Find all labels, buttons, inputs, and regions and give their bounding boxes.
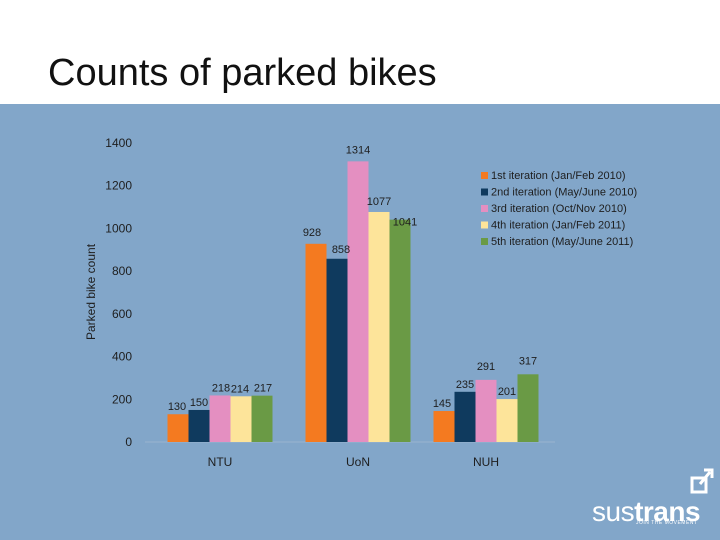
y-tick-label: 400 xyxy=(112,350,132,364)
legend-swatch xyxy=(481,188,488,196)
bar xyxy=(475,379,497,442)
bar xyxy=(326,258,348,442)
data-label: 1041 xyxy=(393,217,417,229)
arrow-box-icon xyxy=(690,468,714,494)
y-tick-label: 1400 xyxy=(105,136,132,150)
logo-tagline: JOIN THE MOVEMENT xyxy=(636,520,698,526)
x-axis-ticks: NTU UoN NUH xyxy=(208,455,499,469)
data-label: 214 xyxy=(231,383,249,395)
data-label: 130 xyxy=(168,401,186,413)
legend-entry: 2nd iteration (May/June 2010) xyxy=(491,187,637,199)
logo-text-trans: trans xyxy=(634,496,701,527)
bar xyxy=(433,411,455,442)
data-label: 217 xyxy=(254,383,272,395)
data-label: 235 xyxy=(456,379,474,391)
bar xyxy=(389,219,411,442)
bar xyxy=(496,399,518,442)
bar xyxy=(454,391,476,442)
data-label: 858 xyxy=(332,244,350,256)
legend-swatch xyxy=(481,221,488,229)
bar xyxy=(167,414,189,442)
data-label: 291 xyxy=(477,361,495,373)
sustrans-logo: sustrans JOIN THE MOVEMENT xyxy=(592,496,701,528)
data-label: 145 xyxy=(433,398,451,410)
logo-text-sus: sus xyxy=(592,496,635,527)
x-tick-label: NTU xyxy=(208,455,233,469)
y-axis-ticks: 0 200 400 600 800 1000 1200 1400 xyxy=(105,136,132,449)
data-label: 201 xyxy=(498,386,516,398)
y-axis-label: Parked bike count xyxy=(84,243,98,340)
data-label: 928 xyxy=(303,227,321,239)
data-label: 1077 xyxy=(367,196,391,208)
legend-swatch xyxy=(481,172,488,179)
legend-entry: 3rd iteration (Oct/Nov 2010) xyxy=(491,203,627,215)
legend-swatch xyxy=(481,238,488,245)
legend-entry: 4th iteration (Jan/Feb 2011) xyxy=(491,220,625,232)
bar xyxy=(251,395,273,442)
bar xyxy=(347,161,369,443)
y-tick-label: 600 xyxy=(112,307,132,321)
bar xyxy=(230,396,252,442)
data-label: 218 xyxy=(212,382,230,394)
y-tick-label: 200 xyxy=(112,392,132,406)
bar xyxy=(368,211,390,442)
bar xyxy=(188,409,210,442)
bar xyxy=(305,243,327,442)
legend-entry: 5th iteration (May/June 2011) xyxy=(491,236,633,248)
y-tick-label: 1000 xyxy=(105,221,132,235)
legend-entry: 1st iteration (Jan/Feb 2010) xyxy=(491,170,626,182)
bar xyxy=(209,395,231,442)
slide-title: Counts of parked bikes xyxy=(48,52,437,94)
data-label: 317 xyxy=(519,355,537,367)
y-tick-label: 0 xyxy=(125,435,132,449)
legend: 1st iteration (Jan/Feb 2010) 2nd iteratio… xyxy=(481,170,637,248)
bars xyxy=(167,161,539,443)
y-tick-label: 800 xyxy=(112,264,132,278)
data-label: 150 xyxy=(190,397,208,409)
legend-swatch xyxy=(481,205,488,212)
y-tick-label: 1200 xyxy=(105,179,132,193)
x-tick-label: NUH xyxy=(473,455,499,469)
bar xyxy=(517,374,539,442)
x-tick-label: UoN xyxy=(346,455,370,469)
data-label: 1314 xyxy=(346,144,370,156)
